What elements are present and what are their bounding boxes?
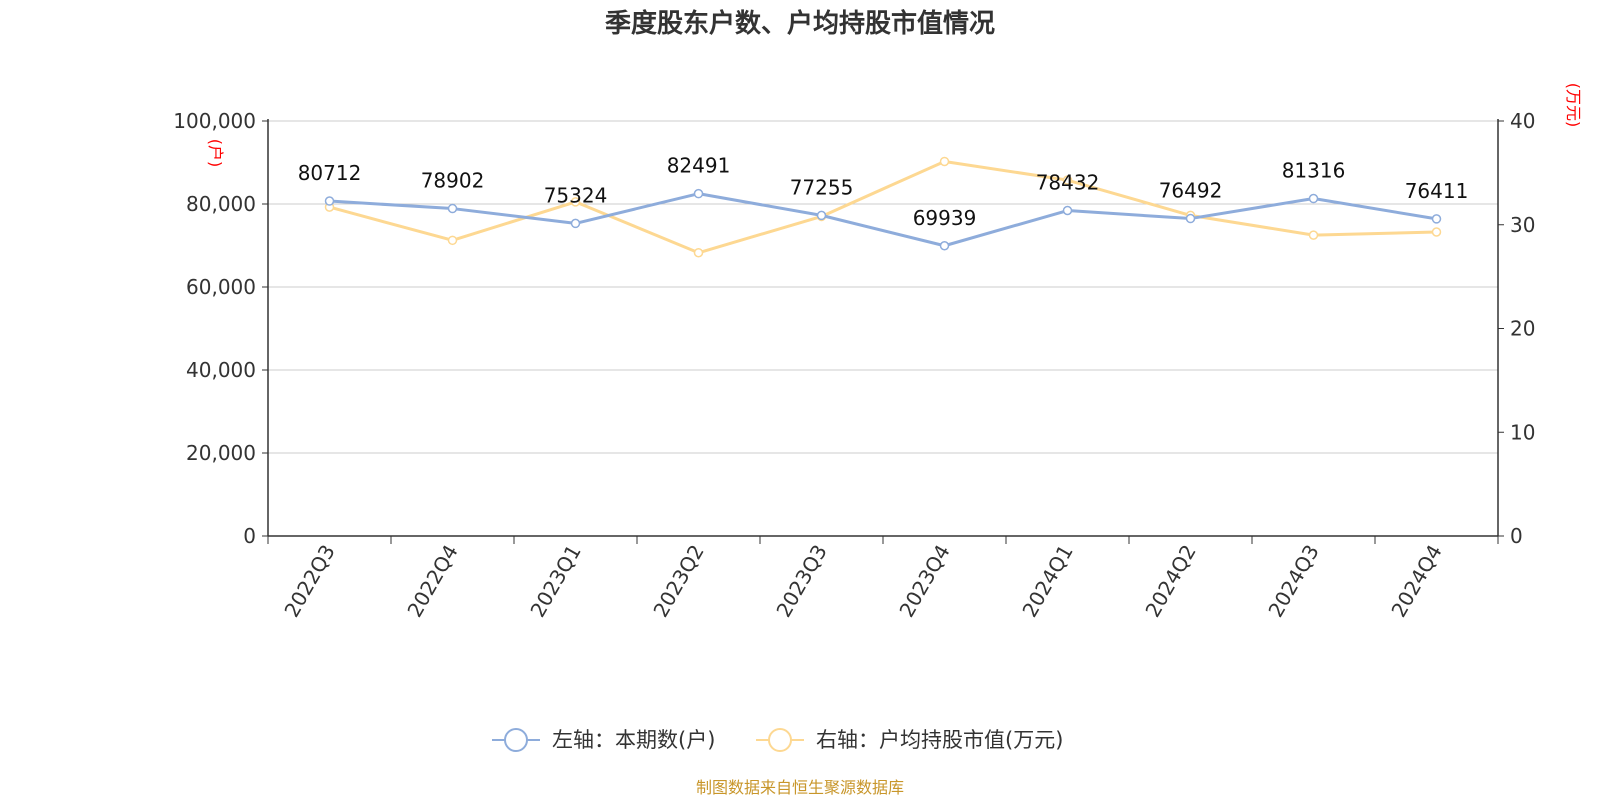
series-lines [324, 156, 1442, 258]
right-axis-tick-label: 0 [1510, 524, 1523, 548]
data-label: 76492 [1159, 179, 1223, 203]
left-axis-tick-label: 80,000 [186, 192, 256, 216]
left-axis-tick-label: 0 [243, 524, 256, 548]
x-axis-tick-label: 2023Q4 [894, 541, 954, 622]
legend-item-left-series[interactable]: 左轴：本期数(户) [492, 728, 715, 752]
left-series-point[interactable] [939, 241, 950, 251]
legend-marker-right-series [768, 728, 792, 752]
x-axis-tick-label: 2023Q1 [525, 541, 585, 622]
legend-item-right-series[interactable]: 右轴：户均持股市值(万元) [756, 728, 1063, 752]
left-series-line [329, 192, 1437, 248]
left-series-point[interactable] [1185, 213, 1196, 224]
right-series-point[interactable] [447, 235, 458, 246]
left-series-point[interactable] [693, 188, 704, 199]
grid-lines [268, 120, 1498, 454]
right-series-point[interactable] [1308, 230, 1319, 240]
x-axis-tick-label: 2023Q3 [771, 541, 831, 622]
right-axis-tick-label: 30 [1510, 213, 1535, 237]
right-series-point[interactable] [1431, 227, 1442, 237]
source-note: 制图数据来自恒生聚源数据库 [696, 778, 904, 797]
right-axis-unit: (万元) [1564, 83, 1583, 128]
x-axis-tick-label: 2024Q3 [1263, 541, 1323, 622]
chart-title: 季度股东户数、户均持股市值情况 [605, 8, 995, 39]
data-label: 78432 [1036, 171, 1100, 195]
left-series-point[interactable] [447, 203, 458, 214]
left-series-point[interactable] [570, 218, 581, 229]
x-axis-tick-label: 2022Q4 [402, 541, 462, 622]
right-axis-tick-label: 20 [1510, 317, 1535, 341]
left-series-point[interactable] [1308, 193, 1319, 204]
data-labels: 80712 78902 75324 82491 77255 69939 78432 76492… [298, 154, 1469, 230]
left-series-point[interactable] [324, 196, 335, 206]
right-axis-tick-label: 10 [1510, 420, 1535, 444]
right-series-point[interactable] [1062, 175, 1073, 185]
x-axis-tick-label: 2024Q2 [1140, 541, 1200, 622]
left-axis-tick-label: 40,000 [186, 358, 256, 382]
data-label: 78902 [421, 169, 485, 193]
legend-marker-left-series [504, 728, 528, 752]
data-label: 76411 [1405, 179, 1469, 203]
right-axis-tick-label: 40 [1510, 109, 1535, 133]
x-axis-tick-label: 2024Q1 [1017, 541, 1077, 622]
legend[interactable]: 左轴：本期数(户) 右轴：户均持股市值(万元) [492, 728, 1063, 752]
right-series-line [329, 159, 1437, 255]
legend-label-right-series: 右轴：户均持股市值(万元) [816, 728, 1063, 752]
left-series-point[interactable] [816, 210, 827, 221]
data-label: 80712 [298, 161, 362, 185]
axes: 0 20,000 40,000 60,000 80,000 100,000 0 10 20 30 4… [173, 109, 1535, 621]
left-series-point[interactable] [1431, 214, 1442, 224]
x-axis-tick-label: 2023Q2 [648, 541, 708, 622]
legend-label-left-series: 左轴：本期数(户) [552, 728, 715, 752]
x-axis-tick-label: 2022Q3 [279, 541, 339, 622]
right-series-point[interactable] [570, 197, 581, 207]
data-label: 82491 [667, 154, 731, 178]
left-axis-tick-label: 100,000 [173, 109, 256, 133]
left-series-point[interactable] [1062, 205, 1073, 216]
left-axis-unit: (户) [206, 139, 225, 168]
data-label: 75324 [544, 183, 608, 207]
right-series-point[interactable] [939, 156, 950, 167]
x-axis-tick-label: 2024Q4 [1386, 541, 1446, 622]
data-label: 77255 [790, 175, 854, 199]
right-series-point[interactable] [693, 248, 704, 258]
data-label: 69939 [913, 206, 977, 230]
left-axis-tick-label: 20,000 [186, 441, 256, 465]
left-axis-tick-label: 60,000 [186, 275, 256, 299]
data-label: 81316 [1282, 159, 1346, 183]
